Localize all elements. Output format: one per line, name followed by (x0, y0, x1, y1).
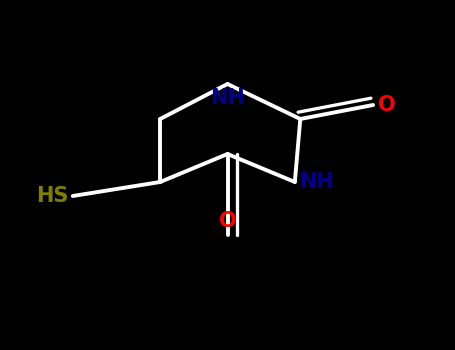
Text: O: O (219, 211, 236, 231)
Text: NH: NH (299, 172, 334, 192)
Text: O: O (378, 95, 395, 115)
Text: HS: HS (36, 186, 68, 206)
Text: NH: NH (210, 88, 245, 107)
